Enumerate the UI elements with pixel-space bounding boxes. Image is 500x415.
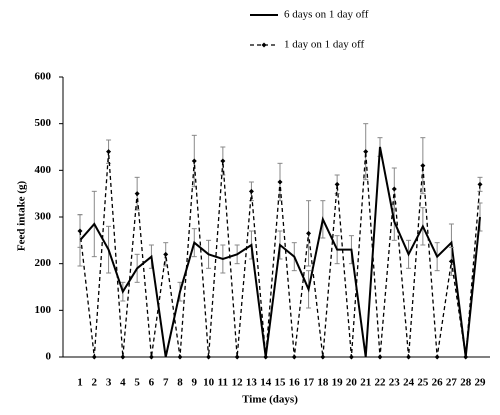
- y-tick-label: 300: [35, 211, 52, 223]
- x-tick-label: 20: [346, 377, 358, 389]
- y-tick-label: 500: [35, 117, 52, 129]
- series-line: [79, 146, 481, 358]
- marker: [334, 181, 340, 187]
- x-tick-label: 24: [403, 377, 415, 389]
- x-tick-label: 12: [232, 377, 244, 389]
- marker: [91, 354, 97, 360]
- x-tick-label: 10: [203, 377, 215, 389]
- marker: [206, 354, 212, 360]
- marker: [163, 251, 169, 257]
- x-tick-label: 22: [375, 377, 387, 389]
- x-tick-label: 1: [77, 377, 83, 389]
- x-tick-label: 19: [332, 377, 344, 389]
- x-axis-label: Time (days): [242, 394, 298, 406]
- marker: [348, 354, 354, 360]
- marker: [234, 354, 240, 360]
- marker: [277, 179, 283, 185]
- x-tick-label: 21: [360, 377, 371, 389]
- x-tick-label: 14: [260, 377, 272, 389]
- x-tick-label: 25: [417, 377, 429, 389]
- x-tick-label: 4: [120, 377, 126, 389]
- x-tick-label: 7: [163, 377, 169, 389]
- y-tick-label: 600: [35, 71, 52, 83]
- x-tick-label: 27: [446, 377, 458, 389]
- y-axis-label: Feed intake (g): [16, 181, 28, 252]
- marker: [191, 158, 197, 164]
- y-tick-label: 0: [46, 351, 52, 363]
- marker: [177, 354, 183, 360]
- y-tick-label: 100: [35, 304, 52, 316]
- x-tick-label: 17: [303, 377, 315, 389]
- marker: [263, 354, 269, 360]
- x-tick-label: 15: [275, 377, 287, 389]
- marker: [306, 230, 312, 236]
- x-tick-label: 28: [460, 377, 472, 389]
- marker: [106, 149, 112, 155]
- x-tick-label: 9: [192, 377, 198, 389]
- marker: [120, 354, 126, 360]
- x-tick-label: 6: [149, 377, 155, 389]
- marker: [320, 354, 326, 360]
- x-tick-label: 5: [134, 377, 140, 389]
- legend-label: 6 days on 1 day off: [284, 9, 369, 21]
- marker: [463, 354, 469, 360]
- marker: [420, 163, 426, 169]
- marker: [291, 354, 297, 360]
- marker: [248, 188, 254, 194]
- x-tick-label: 29: [475, 377, 487, 389]
- marker: [77, 228, 83, 234]
- x-tick-label: 13: [246, 377, 258, 389]
- marker: [377, 354, 383, 360]
- legend-label: 1 day on 1 day off: [284, 39, 364, 51]
- marker: [434, 354, 440, 360]
- y-tick-label: 400: [35, 164, 52, 176]
- x-tick-label: 2: [92, 377, 98, 389]
- marker: [477, 181, 483, 187]
- y-tick-label: 200: [35, 257, 52, 269]
- x-tick-label: 16: [289, 377, 301, 389]
- marker: [448, 258, 454, 264]
- marker: [134, 191, 140, 197]
- marker: [406, 354, 412, 360]
- marker: [148, 354, 154, 360]
- marker: [391, 186, 397, 192]
- x-tick-label: 26: [432, 377, 444, 389]
- legend-marker: [261, 42, 267, 48]
- x-tick-label: 23: [389, 377, 401, 389]
- x-tick-label: 18: [317, 377, 329, 389]
- x-tick-label: 11: [218, 377, 228, 389]
- marker: [220, 158, 226, 164]
- x-tick-label: 3: [106, 377, 112, 389]
- marker: [363, 149, 369, 155]
- x-tick-label: 8: [177, 377, 183, 389]
